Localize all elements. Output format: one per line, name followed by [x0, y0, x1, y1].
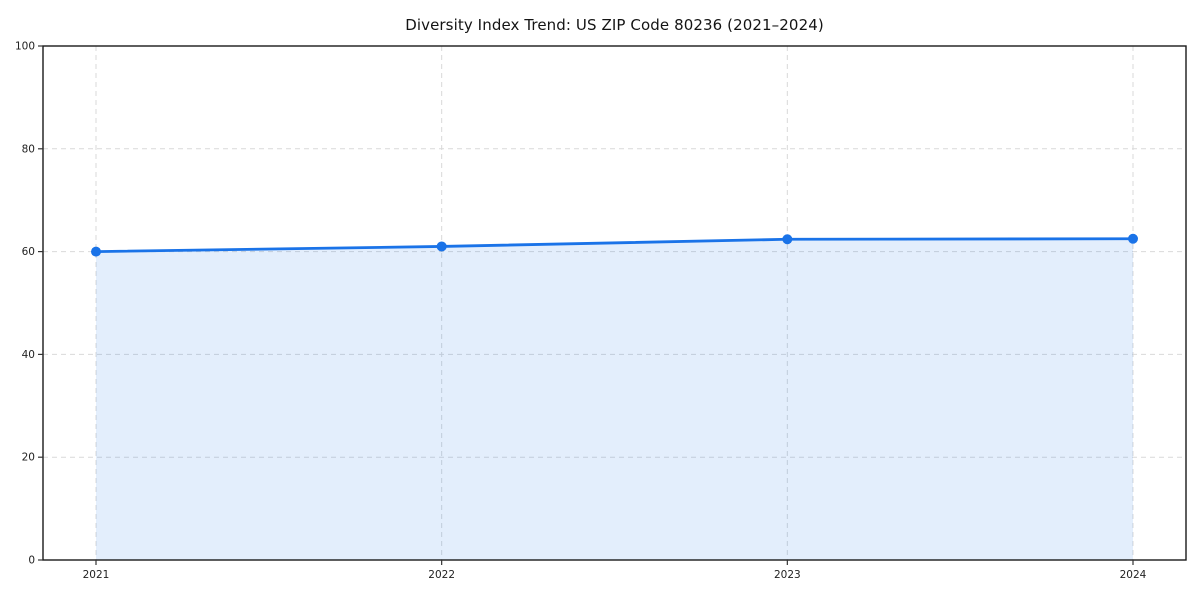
data-point-marker — [782, 234, 793, 245]
y-axis-tick-label: 20 — [22, 452, 35, 464]
x-axis-tick-label: 2021 — [83, 569, 110, 581]
x-axis-tick-label: 2024 — [1120, 569, 1147, 581]
y-axis-tick-label: 0 — [28, 555, 35, 567]
y-axis-tick-label: 80 — [22, 143, 35, 155]
y-axis-tick-label: 100 — [15, 41, 35, 53]
trend-line — [94, 237, 1135, 254]
data-point-marker — [1128, 233, 1138, 244]
chart-title: Diversity Index Trend: US ZIP Code 80236… — [405, 16, 824, 34]
data-point-marker — [436, 241, 447, 252]
y-axis-tick-label: 40 — [22, 349, 35, 361]
x-axis-tick-label: 2022 — [428, 569, 455, 581]
area-fill — [96, 238, 1133, 560]
y-axis-tick-label: 60 — [22, 246, 35, 258]
data-point-marker — [91, 246, 101, 257]
axis-spines — [42, 45, 1187, 561]
x-axis-tick-label: 2023 — [774, 569, 801, 581]
